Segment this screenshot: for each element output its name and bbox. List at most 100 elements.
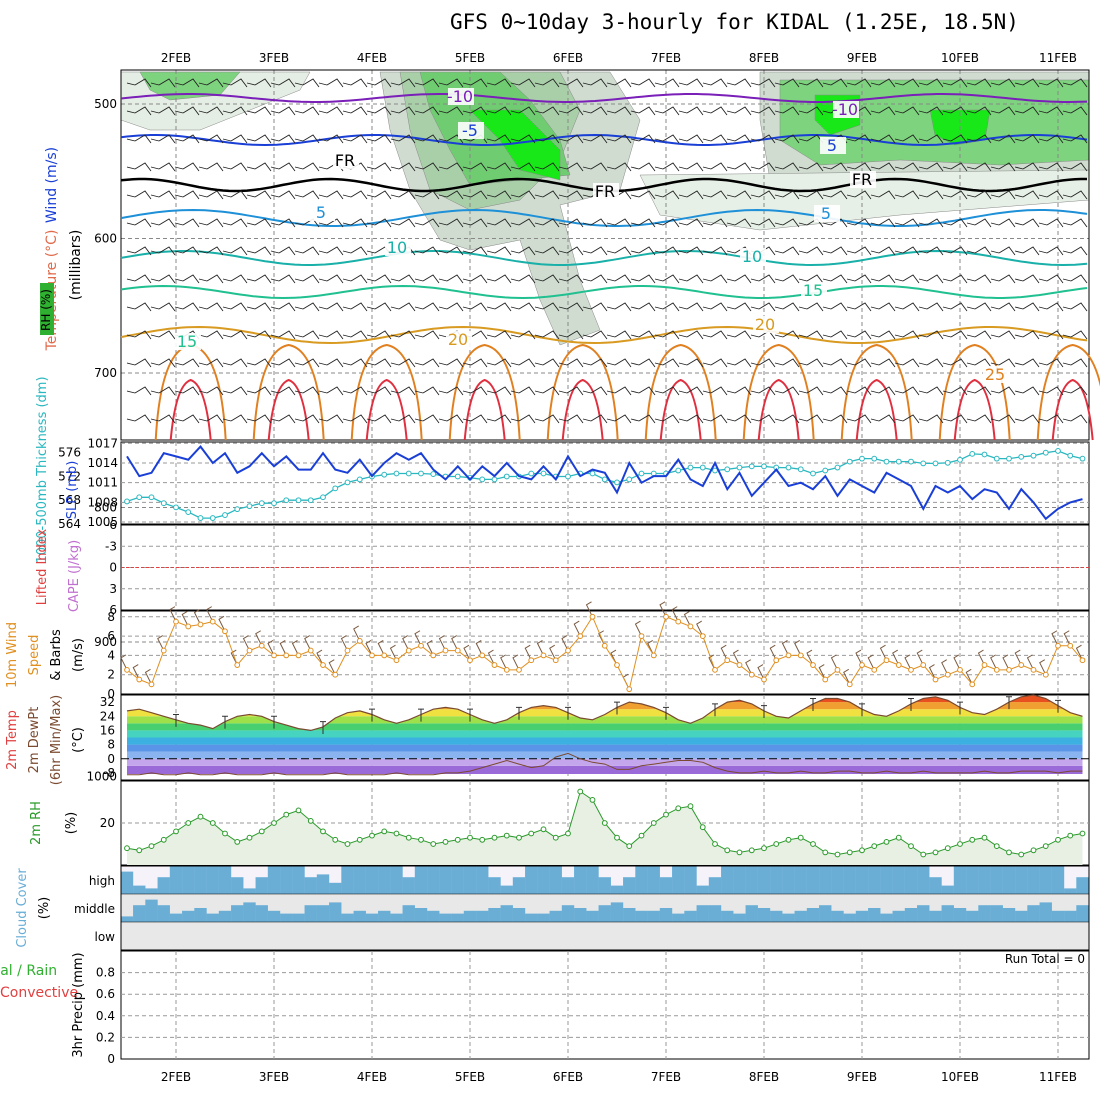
wind-barb xyxy=(702,414,728,424)
wind-barb xyxy=(126,274,152,284)
cloud-bar xyxy=(500,905,513,922)
thickness-point xyxy=(197,515,204,521)
wind-barb xyxy=(678,78,704,88)
thickness-point xyxy=(638,470,645,477)
cloud-bar xyxy=(770,866,783,894)
wind-barb xyxy=(942,134,968,144)
surface-wind-barb xyxy=(843,668,851,685)
wind-barb xyxy=(966,190,992,200)
wind-barb xyxy=(918,386,944,396)
wind-barb xyxy=(654,330,680,340)
rh2m-point xyxy=(834,851,841,858)
wind-barb xyxy=(966,330,992,340)
wind-barb xyxy=(678,330,704,340)
wind-speed-point xyxy=(320,662,326,668)
pressure-axis-label: (millibars) xyxy=(68,230,84,301)
contour-label-bg xyxy=(850,171,876,188)
wind-barb xyxy=(438,78,464,88)
cloud-bar xyxy=(635,910,648,922)
wind-barb xyxy=(558,106,584,116)
cloud-bar xyxy=(1076,905,1089,922)
wind-barb xyxy=(294,302,320,312)
precip-tick: 0.2 xyxy=(96,1030,115,1044)
temp2m-line xyxy=(126,694,1083,732)
thickness-point xyxy=(614,479,620,486)
wind-barb xyxy=(558,414,584,424)
wind-barb xyxy=(366,190,392,200)
rh2m-point xyxy=(565,830,571,837)
contour-label-bg xyxy=(753,316,779,333)
wind-barb xyxy=(942,302,968,312)
wind-barb xyxy=(414,162,440,172)
li-tick: -3 xyxy=(105,539,117,553)
rh2m-point xyxy=(271,820,277,826)
wind-barb xyxy=(726,386,752,396)
contour-label: FR xyxy=(595,182,615,201)
surface-wind-barb xyxy=(855,649,863,666)
wind-barb xyxy=(726,190,752,200)
wind-speed-point xyxy=(920,662,927,668)
wind-barb xyxy=(870,330,896,340)
rh2m-point xyxy=(552,834,559,841)
cloud-bar xyxy=(953,866,967,894)
wind-barb xyxy=(990,414,1016,424)
cloud-bar xyxy=(647,866,660,894)
wind-barb xyxy=(126,330,152,340)
thickness-point xyxy=(528,470,535,477)
rh2m-point xyxy=(614,834,620,841)
wind-speed-point xyxy=(418,642,424,649)
wind-barb xyxy=(606,414,632,424)
wind-barb xyxy=(294,190,320,200)
wind-barb xyxy=(558,358,584,368)
wind-barb xyxy=(942,330,968,340)
slp-tick: 1011 xyxy=(87,476,118,490)
wind-barb xyxy=(750,302,776,312)
wind-barb xyxy=(870,386,896,396)
wind-barb xyxy=(822,358,848,368)
thickness-tick: 568 xyxy=(58,493,81,507)
wind-speed-point xyxy=(283,652,290,659)
cloud-bar xyxy=(721,866,734,894)
wind-barb xyxy=(918,134,944,144)
cloud-bar xyxy=(427,866,440,894)
wind-barb xyxy=(1038,330,1064,340)
wind10m-barbs-label: & Barbs xyxy=(49,629,64,681)
wind-barb xyxy=(342,302,368,312)
thickness-tick: 564 xyxy=(58,517,81,531)
cloud-bar xyxy=(574,908,587,922)
cloud-frame xyxy=(120,865,1090,951)
thickness-point xyxy=(699,464,706,471)
surface-wind-barb xyxy=(536,639,544,656)
temp-band xyxy=(127,716,1083,724)
wind-speed-point xyxy=(528,657,535,664)
cloud-bar xyxy=(218,910,232,922)
cloud-bar xyxy=(990,905,1003,922)
surface-wind-barb xyxy=(451,635,459,651)
cloud-bar xyxy=(904,908,918,922)
wind-barb xyxy=(1014,414,1040,424)
wind-barb xyxy=(726,134,752,144)
temp-tick: -8 xyxy=(103,766,115,780)
wind-barb xyxy=(222,358,248,368)
cloud-bar xyxy=(329,902,342,922)
surface-wind-barb xyxy=(144,668,152,685)
wind-barb xyxy=(822,414,848,424)
cloud-bar xyxy=(733,913,746,922)
rh2m-point xyxy=(932,849,939,856)
wind-barb xyxy=(630,414,656,424)
wind-barb xyxy=(774,162,800,172)
rh2m-point xyxy=(148,843,155,849)
wind-barb xyxy=(414,106,440,116)
temp-band xyxy=(127,765,1083,774)
cloud-bar xyxy=(696,885,709,894)
wind-barb xyxy=(270,106,296,116)
surface-wind-barb xyxy=(977,649,985,666)
precip-axis-label: 3hr Precip (mm) xyxy=(71,952,86,1057)
wind-speed-point xyxy=(846,681,853,688)
cloud-bar xyxy=(1039,902,1052,922)
contour-30-cell xyxy=(855,378,898,441)
date-label-bottom: 4FEB xyxy=(357,1070,387,1084)
date-label-top: 8FEB xyxy=(749,51,779,65)
wind-barb xyxy=(510,358,536,368)
contour-15 xyxy=(120,284,1088,300)
